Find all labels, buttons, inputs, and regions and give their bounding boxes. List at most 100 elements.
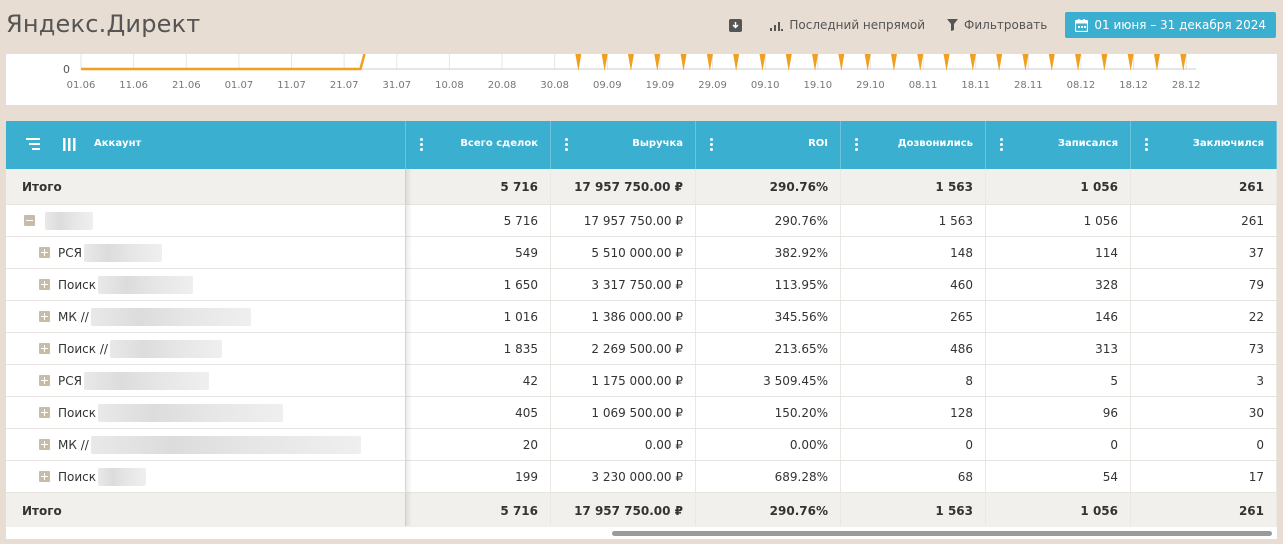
- value-cell: 3 317 750.00 ₽: [551, 269, 696, 300]
- columns-icon[interactable]: [63, 138, 76, 151]
- account-cell: Поиск: [6, 397, 406, 428]
- value-cell: 114: [986, 237, 1131, 268]
- table-row[interactable]: Поиск 405 1 069 500.00 ₽150.20% 128 96 30: [6, 397, 1277, 429]
- value-cell: 20: [406, 429, 551, 460]
- collapse-icon[interactable]: [24, 215, 35, 226]
- column-header-0[interactable]: Аккаунт: [6, 121, 406, 169]
- column-menu-icon[interactable]: [855, 138, 859, 152]
- value-cell: 68: [841, 461, 986, 492]
- account-cell: Поиск //: [6, 333, 406, 364]
- expand-icon[interactable]: [39, 279, 50, 290]
- attribution-model-button[interactable]: Последний непрямой: [770, 18, 925, 32]
- total-label: Итого: [22, 503, 62, 518]
- value-cell: 549: [406, 237, 551, 268]
- bar-chart-icon: [770, 21, 784, 31]
- scrollbar-thumb[interactable]: [612, 531, 1272, 536]
- table-row[interactable]: Поиск 1 650 3 317 750.00 ₽113.95% 460 328 79: [6, 269, 1277, 301]
- column-header-label: Аккаунт: [94, 138, 142, 149]
- group-row[interactable]: 5 716 17 957 750.00 ₽290.76% 1 563 1 056 261: [6, 205, 1277, 237]
- campaign-name: Поиск: [58, 469, 97, 484]
- account-cell: Поиск: [6, 461, 406, 492]
- redacted-name: [83, 371, 209, 390]
- redacted-name: [83, 243, 162, 262]
- account-cell: Поиск: [6, 269, 406, 300]
- value-cell: 265: [841, 301, 986, 332]
- download-button[interactable]: [729, 18, 748, 32]
- series-spike: [759, 54, 766, 71]
- column-menu-icon[interactable]: [1000, 138, 1004, 152]
- value-cell: 261: [1131, 169, 1277, 204]
- series-spike: [1180, 54, 1187, 71]
- column-header-6[interactable]: Заключился: [1131, 121, 1277, 169]
- expand-icon[interactable]: [39, 439, 50, 450]
- value-cell: 30: [1131, 397, 1277, 428]
- column-header-2[interactable]: Выручка: [551, 121, 696, 169]
- attribution-label: Последний непрямой: [789, 18, 926, 32]
- column-header-1[interactable]: Всего сделок: [406, 121, 551, 169]
- app-title: Яндекс.Директ: [6, 10, 201, 38]
- date-range-button[interactable]: 01 июня – 31 декабря 2024: [1065, 12, 1276, 38]
- x-tick-label: 09.09: [593, 80, 622, 91]
- table-header: Аккаунт Всего сделок Выручка ROI Дозвонились…: [6, 121, 1277, 169]
- expand-icon[interactable]: [39, 375, 50, 386]
- table-row[interactable]: Поиск 199 3 230 000.00 ₽689.28% 68 54 17: [6, 461, 1277, 493]
- column-menu-icon[interactable]: [420, 138, 424, 152]
- value-cell: 382.92%: [696, 237, 841, 268]
- value-cell: 261: [1131, 493, 1277, 528]
- expand-icon[interactable]: [39, 247, 50, 258]
- frozen-column-shadow: [406, 169, 412, 539]
- expand-icon[interactable]: [39, 407, 50, 418]
- expand-icon[interactable]: [39, 343, 50, 354]
- table-row[interactable]: РСЯ 549 5 510 000.00 ₽382.92% 148 114 37: [6, 237, 1277, 269]
- account-cell: МК //: [6, 429, 406, 460]
- value-cell: 1 835: [406, 333, 551, 364]
- column-menu-icon[interactable]: [1145, 138, 1149, 152]
- tree-menu-icon[interactable]: [26, 138, 40, 151]
- account-cell: РСЯ: [6, 237, 406, 268]
- column-header-3[interactable]: ROI: [696, 121, 841, 169]
- redacted-name: [98, 275, 194, 294]
- column-menu-icon[interactable]: [565, 138, 569, 152]
- filter-button[interactable]: Фильтровать: [947, 18, 1047, 32]
- value-cell: 3 509.45%: [696, 365, 841, 396]
- chart-panel: 01.06 11.06 21.06 01.07 11.07 21.07 31.07 10.08…: [6, 54, 1277, 105]
- expand-icon[interactable]: [39, 311, 50, 322]
- column-header-label: Выручка: [632, 138, 683, 149]
- calendar-icon: [1075, 18, 1089, 32]
- campaign-name: Поиск: [58, 405, 97, 420]
- table-row[interactable]: РСЯ 42 1 175 000.00 ₽3 509.45% 8 5 3: [6, 365, 1277, 397]
- value-cell: 42: [406, 365, 551, 396]
- x-tick-label: 01.06: [67, 80, 96, 91]
- campaign-name: РСЯ: [58, 245, 82, 260]
- value-cell: 1 650: [406, 269, 551, 300]
- expand-icon[interactable]: [39, 471, 50, 482]
- value-cell: 1 175 000.00 ₽: [551, 365, 696, 396]
- series-spike: [1075, 54, 1082, 71]
- series-spike: [1022, 54, 1029, 71]
- total-row[interactable]: Итого 5 716 17 957 750.00 ₽290.76% 1 563 1 0…: [6, 169, 1277, 205]
- x-tick-label: 28.11: [1014, 80, 1043, 91]
- value-cell: 17 957 750.00 ₽: [551, 169, 696, 204]
- value-cell: 54: [986, 461, 1131, 492]
- value-cell: 150.20%: [696, 397, 841, 428]
- value-cell: 0.00%: [696, 429, 841, 460]
- x-tick-label: 21.06: [172, 80, 201, 91]
- series-spike: [1101, 54, 1108, 71]
- total-row[interactable]: Итого 5 716 17 957 750.00 ₽290.76% 1 563 1 0…: [6, 493, 1277, 529]
- x-tick-label: 10.08: [435, 80, 464, 91]
- x-tick-label: 29.10: [856, 80, 885, 91]
- total-label: Итого: [22, 179, 62, 194]
- column-menu-icon[interactable]: [710, 138, 714, 152]
- x-tick-label: 01.07: [225, 80, 254, 91]
- value-cell: 1 056: [986, 493, 1131, 528]
- horizontal-scrollbar[interactable]: [6, 526, 1277, 539]
- table-row[interactable]: МК //20 0.00 ₽0.00% 0 0 0: [6, 429, 1277, 461]
- x-tick-label: 08.11: [909, 80, 938, 91]
- value-cell: 290.76%: [696, 169, 841, 204]
- value-cell: 0: [986, 429, 1131, 460]
- column-header-5[interactable]: Записался: [986, 121, 1131, 169]
- column-header-4[interactable]: Дозвонились: [841, 121, 986, 169]
- table-row[interactable]: Поиск // 1 835 2 269 500.00 ₽213.65% 486 313…: [6, 333, 1277, 365]
- value-cell: 1 056: [986, 169, 1131, 204]
- table-row[interactable]: МК // 1 016 1 386 000.00 ₽345.56% 265 146 22: [6, 301, 1277, 333]
